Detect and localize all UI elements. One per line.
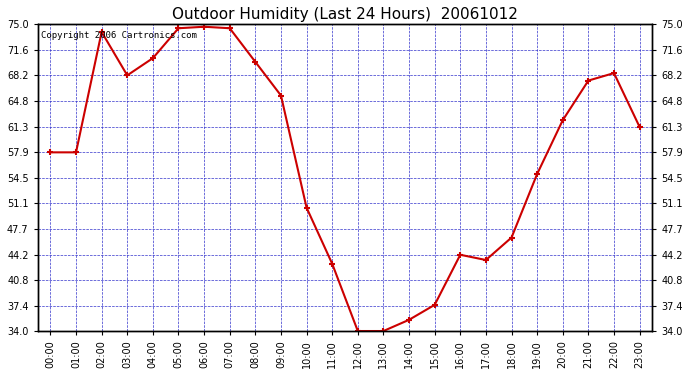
- Title: Outdoor Humidity (Last 24 Hours)  20061012: Outdoor Humidity (Last 24 Hours) 2006101…: [172, 7, 518, 22]
- Text: Copyright 2006 Cartronics.com: Copyright 2006 Cartronics.com: [41, 31, 197, 40]
